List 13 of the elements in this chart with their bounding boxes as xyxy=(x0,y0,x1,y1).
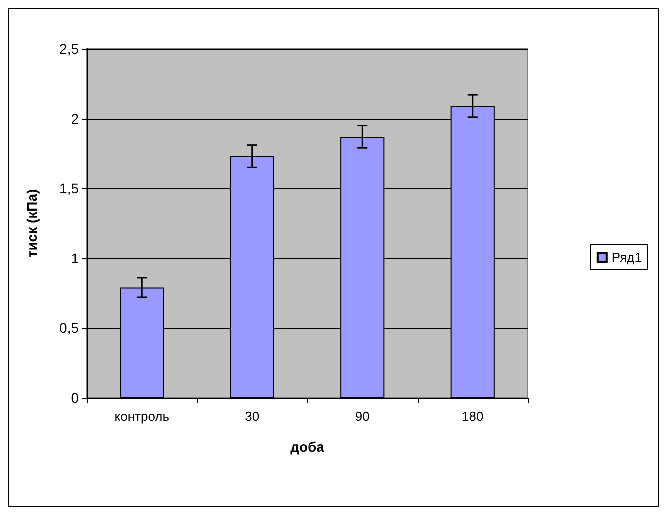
x-axis-title: доба xyxy=(290,439,325,455)
y-tick-label: 0 xyxy=(71,390,80,406)
y-tick-label: 2,5 xyxy=(60,41,80,57)
y-axis-title: тиск (кПа) xyxy=(24,189,40,258)
y-tick-label: 0,5 xyxy=(60,320,80,336)
y-tick-label: 1,5 xyxy=(60,180,80,197)
x-tick-label: 180 xyxy=(462,409,484,424)
x-tick-label: контроль xyxy=(114,409,170,424)
x-tick-label: 90 xyxy=(355,409,370,424)
y-tick-label: 1 xyxy=(71,250,80,266)
legend-label: Ряд1 xyxy=(612,250,642,265)
x-tick-label: 30 xyxy=(245,409,260,424)
y-tick-label: 2 xyxy=(71,110,80,127)
